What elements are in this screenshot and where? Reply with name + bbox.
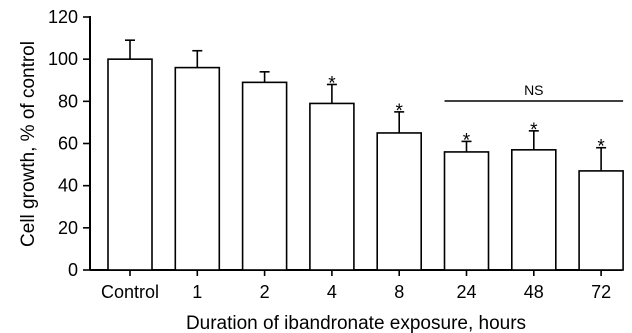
significance-star: * — [463, 130, 471, 151]
y-axis-label: Cell growth, % of control — [18, 41, 39, 247]
bar — [174, 66, 221, 271]
y-tick-label: 20 — [58, 218, 78, 238]
bar — [107, 58, 153, 271]
bar — [241, 81, 288, 271]
bar — [510, 149, 557, 271]
bar — [578, 170, 624, 271]
y-tick-label: 0 — [68, 260, 78, 280]
significance-star: * — [597, 137, 605, 158]
x-tick-label: Control — [101, 282, 159, 302]
x-tick-label: 24 — [456, 282, 476, 302]
ns-label: NS — [524, 82, 543, 98]
significance-star: * — [395, 101, 403, 122]
x-tick-label: 72 — [591, 282, 611, 302]
x-tick-label: 2 — [260, 282, 270, 302]
bar — [309, 102, 355, 271]
y-tick-label: 80 — [58, 91, 78, 111]
bar — [376, 132, 423, 271]
x-axis-label: Duration of ibandronate exposure, hours — [186, 313, 526, 333]
significance-star: * — [328, 73, 336, 94]
x-tick-label: 48 — [524, 282, 544, 302]
y-tick-label: 60 — [58, 134, 78, 154]
x-tick-label: 4 — [327, 282, 337, 302]
x-tick-label: 1 — [192, 282, 202, 302]
significance-star: * — [530, 120, 538, 141]
bar — [443, 151, 490, 271]
x-tick-label: 8 — [394, 282, 404, 302]
y-tick-label: 120 — [48, 7, 78, 27]
y-tick-label: 40 — [58, 176, 78, 196]
y-tick-label: 100 — [48, 49, 78, 69]
